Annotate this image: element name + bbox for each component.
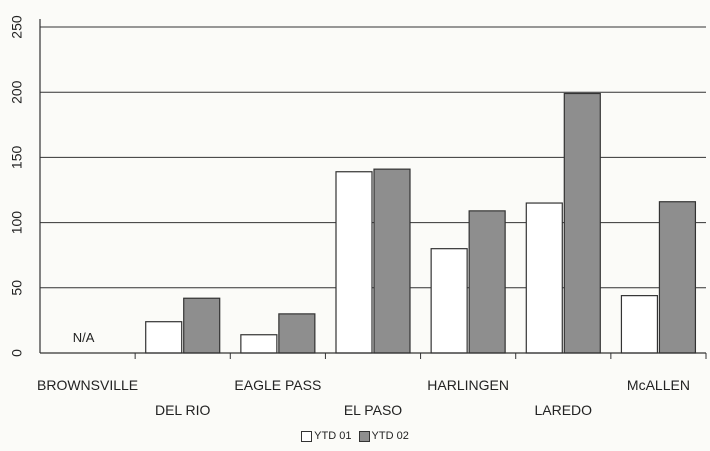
legend-swatch-ytd02 [358, 430, 370, 442]
bar-ytd-02-el-paso [373, 168, 411, 354]
x-label-del-rio: DEL RIO [155, 402, 211, 418]
bar-ytd-02-del-rio [183, 297, 221, 354]
x-category-labels: BROWNSVILLE DEL RIO EAGLE PASS EL PASO HARLI… [37, 377, 690, 418]
gridlines [40, 26, 706, 289]
x-label-laredo: LAREDO [534, 402, 592, 418]
annotations: N/A [73, 330, 95, 345]
x-label-mcallen: McALLEN [627, 377, 690, 393]
bar-ytd-01-laredo [525, 202, 563, 354]
x-label-eagle-pass: EAGLE PASS [234, 377, 321, 393]
legend-swatch-ytd01 [301, 430, 313, 442]
bar-ytd-01-harlingen [430, 248, 468, 354]
y-tick-label-100: 100 [9, 211, 25, 235]
bar-ytd-02-eagle-pass [278, 313, 316, 354]
y-tick-label-150: 150 [9, 146, 25, 170]
legend-item-ytd02: YTD 02 [358, 430, 409, 442]
bar-ytd-02-harlingen [468, 210, 506, 354]
y-tick-label-200: 200 [9, 80, 25, 104]
annotation-brownsville: N/A [73, 330, 95, 345]
x-label-harlingen: HARLINGEN [427, 377, 509, 393]
legend-label-ytd02: YTD 02 [371, 430, 409, 442]
bar-ytd-02-laredo [563, 92, 601, 354]
y-tick-labels: 0 50 100 150 200 250 [9, 15, 25, 357]
legend-label-ytd01: YTD 01 [314, 430, 352, 442]
y-tick-label-0: 0 [9, 349, 25, 357]
x-label-brownsville: BROWNSVILLE [37, 377, 138, 393]
legend-item-ytd01: YTD 01 [301, 430, 351, 442]
axes [39, 19, 707, 359]
bar-ytd-01-eagle-pass [240, 334, 278, 354]
bar-ytd-01-mcallen [620, 295, 659, 354]
y-tick-label-250: 250 [9, 15, 25, 39]
legend: YTD 01 YTD 02 [0, 430, 710, 445]
bar-ytd-02-mcallen [658, 201, 697, 354]
bars [145, 92, 697, 354]
x-label-el-paso: EL PASO [344, 402, 402, 418]
y-tick-label-50: 50 [9, 280, 25, 296]
bar-ytd-01-del-rio [145, 321, 183, 354]
bar-ytd-01-el-paso [335, 171, 373, 354]
